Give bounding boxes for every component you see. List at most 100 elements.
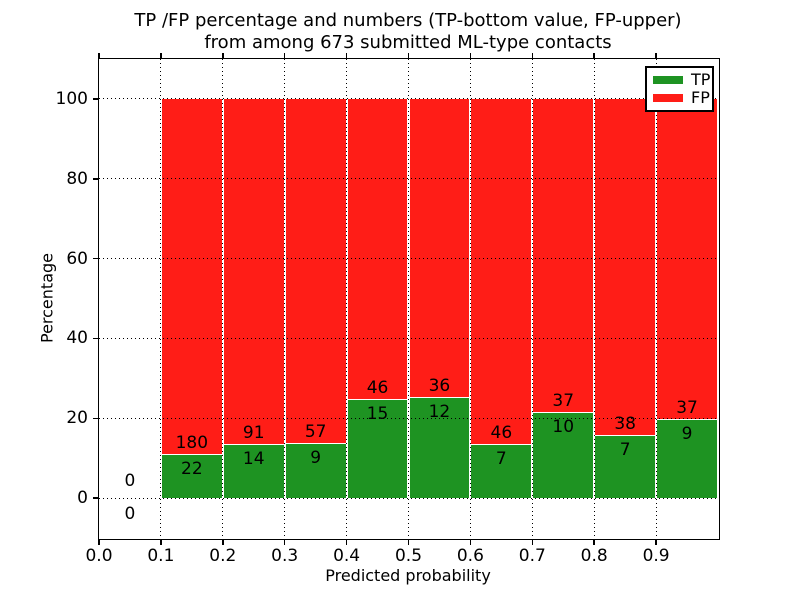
x-tick-label: 0.3 [271,546,299,566]
v-gridline [346,59,348,538]
fp-count-label: 37 [552,391,575,412]
x-tick-mark [469,539,472,545]
tp-count-label: 7 [495,449,507,470]
bar-tp-segment [471,445,532,499]
x-tick-label: 0.8 [580,546,608,566]
fp-count-label: 38 [614,413,636,434]
x-tick-mark-top [345,52,348,58]
chart-title-line1: TP /FP percentage and numbers (TP-bottom… [134,10,682,31]
bar-fp-segment [471,98,532,445]
tp-count-label: 22 [181,458,203,479]
v-gridline [408,59,409,538]
y-tick-mark [92,497,98,499]
legend: TP FP [645,66,714,112]
x-tick-mark [222,539,224,545]
y-tick-mark [92,337,98,340]
v-gridline [655,59,657,538]
fp-count-label: 46 [490,423,513,444]
x-tick-mark [593,539,595,545]
x-tick-mark-top [593,52,595,58]
v-gridline [531,59,533,538]
v-gridline [222,59,224,538]
tp-count-label: 9 [310,447,322,468]
y-tick-mark [92,257,98,260]
legend-item-fp: FP [653,89,710,107]
x-tick-mark [98,539,100,545]
x-tick-label: 0.2 [209,546,237,566]
v-gridline [160,59,162,538]
bar-tp-segment [657,419,717,499]
x-tick-mark-top [283,52,286,58]
x-tick-label: 0.5 [394,546,423,566]
fp-color-swatch [653,94,683,102]
x-tick-label: 0.1 [147,546,175,566]
x-tick-mark-top [407,52,410,58]
y-tick-mark [92,98,98,100]
x-tick-mark [407,539,410,545]
x-tick-mark-top [531,52,534,58]
x-tick-mark [655,539,657,545]
x-tick-label: 0.4 [333,546,361,566]
x-tick-label: 0.9 [642,546,670,566]
x-tick-mark-top [98,52,100,58]
x-tick-mark [160,539,162,545]
x-tick-mark-top [469,52,472,58]
x-tick-mark-top [222,52,224,58]
bar-fp-segment [161,98,222,454]
bar-tp-segment [595,435,656,499]
bar-fp-segment [409,98,470,398]
fp-count-label: 0 [124,471,136,492]
tp-count-label: 12 [428,402,451,423]
tp-count-label: 14 [242,448,265,469]
y-tick-label: 80 [66,168,88,189]
bar-tp-segment [409,398,470,499]
bar-tp-segment [533,413,594,499]
y-tick-mark [92,178,98,180]
x-tick-mark [283,539,286,545]
x-tick-mark-top [655,52,657,58]
bar-tp-segment [285,443,346,499]
y-tick-label: 40 [66,328,88,349]
bar-fp-segment [285,98,346,443]
y-tick-label: 20 [66,408,88,429]
y-tick-mark [92,417,98,419]
x-tick-label: 0.7 [518,546,546,566]
tp-count-label: 0 [124,504,136,525]
chart-title: TP /FP percentage and numbers (TP-bottom… [98,10,718,54]
fp-count-label: 36 [428,376,451,397]
tp-count-label: 15 [366,403,389,424]
y-tick-label: 0 [77,488,88,509]
bar-fp-segment [223,98,284,444]
bar-fp-segment [347,98,408,399]
fp-count-label: 37 [676,397,698,418]
bar-fp-segment [595,98,656,435]
v-gridline [469,59,471,538]
bar-tp-segment [161,454,222,499]
v-gridline [593,59,595,538]
tp-count-label: 7 [619,439,631,460]
y-tick-label: 60 [66,248,88,269]
y-tick-label: 100 [55,88,88,109]
fp-count-label: 180 [175,432,209,453]
tp-color-swatch [653,76,683,84]
x-tick-mark [345,539,348,545]
legend-label-fp: FP [691,88,710,107]
x-tick-mark [531,539,534,545]
legend-item-tp: TP [653,71,710,89]
fp-count-label: 57 [304,421,327,442]
v-gridline [284,59,286,538]
bar-tp-segment [223,444,284,499]
x-tick-label: 0.6 [456,546,484,566]
bar-tp-segment [347,399,408,499]
tp-count-label: 10 [552,417,575,438]
tp-count-label: 9 [681,423,693,444]
bar-fp-segment [533,98,594,413]
x-tick-label: 0.0 [85,546,113,566]
x-axis-label: Predicted probability [325,566,491,585]
chart-title-line2: from among 673 submitted ML-type contact… [204,32,612,53]
fp-count-label: 91 [242,422,265,443]
legend-label-tp: TP [691,70,711,89]
x-tick-mark-top [160,52,162,58]
